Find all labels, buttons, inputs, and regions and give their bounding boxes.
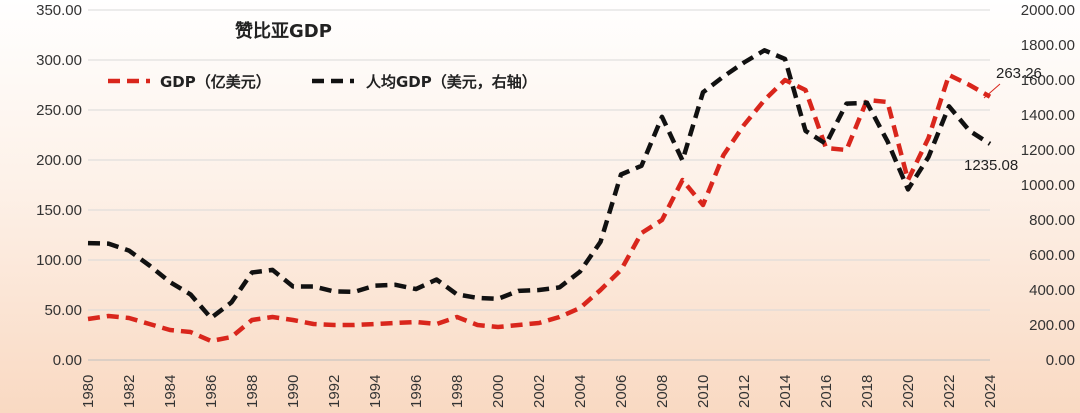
per-capita-end-label: 1235.08 bbox=[964, 157, 1018, 174]
x-tick-label: 1994 bbox=[367, 375, 384, 408]
right-y-tick-label: 200.00 bbox=[1029, 317, 1075, 334]
legend-label-per-capita: 人均GDP（美元，右轴） bbox=[366, 73, 537, 91]
left-y-tick-label: 0.00 bbox=[53, 352, 82, 369]
right-y-tick-label: 800.00 bbox=[1029, 212, 1075, 229]
legend: GDP（亿美元） 人均GDP（美元，右轴） bbox=[108, 73, 537, 91]
gridlines bbox=[88, 9, 990, 361]
x-tick-label: 2024 bbox=[982, 375, 999, 408]
gdp-label-leader bbox=[983, 83, 1001, 99]
left-y-tick-label: 350.00 bbox=[36, 2, 82, 19]
left-y-tick-label: 150.00 bbox=[36, 202, 82, 219]
x-tick-label: 2012 bbox=[736, 375, 753, 408]
x-tick-label: 2018 bbox=[859, 375, 876, 408]
x-tick-label: 2004 bbox=[572, 375, 589, 408]
right-y-tick-label: 1200.00 bbox=[1021, 142, 1075, 159]
x-tick-label: 2010 bbox=[695, 375, 712, 408]
x-tick-label: 1980 bbox=[80, 375, 97, 408]
left-y-axis: 0.00 50.00 100.00 150.00 200.00 250.00 300.00 3… bbox=[36, 2, 82, 369]
x-tick-label: 1998 bbox=[449, 375, 466, 408]
x-tick-label: 2016 bbox=[818, 375, 835, 408]
x-tick-label: 2020 bbox=[900, 375, 917, 408]
x-tick-label: 1992 bbox=[326, 375, 343, 408]
x-tick-label: 1990 bbox=[285, 375, 302, 408]
x-tick-label: 1986 bbox=[203, 375, 220, 408]
right-y-tick-label: 400.00 bbox=[1029, 282, 1075, 299]
right-y-tick-label: 0.00 bbox=[1046, 352, 1075, 369]
legend-label-gdp: GDP（亿美元） bbox=[160, 73, 271, 91]
right-y-tick-label: 1800.00 bbox=[1021, 37, 1075, 54]
gdp-series-line bbox=[87, 72, 992, 344]
right-y-tick-label: 1000.00 bbox=[1021, 177, 1075, 194]
per-capita-series-line bbox=[87, 48, 992, 321]
left-y-tick-label: 100.00 bbox=[36, 252, 82, 269]
x-tick-label: 1996 bbox=[408, 375, 425, 408]
series-lines bbox=[87, 48, 992, 344]
x-tick-label: 2008 bbox=[654, 375, 671, 408]
right-y-axis: 0.00 200.00 400.00 600.00 800.00 1000.00 1200.… bbox=[1021, 2, 1075, 369]
x-tick-label: 2000 bbox=[490, 375, 507, 408]
x-tick-label: 2022 bbox=[941, 375, 958, 408]
right-y-tick-label: 1600.00 bbox=[1021, 72, 1075, 89]
chart-title: 赞比亚GDP bbox=[234, 21, 332, 42]
left-y-tick-label: 250.00 bbox=[36, 102, 82, 119]
data-labels: 263.26 1235.08 bbox=[964, 65, 1042, 174]
x-tick-label: 1982 bbox=[121, 375, 138, 408]
x-axis: 1980 1982 1984 1986 1988 1990 1992 1994 1996 1998… bbox=[80, 359, 999, 408]
right-y-tick-label: 1400.00 bbox=[1021, 107, 1075, 124]
right-y-tick-label: 600.00 bbox=[1029, 247, 1075, 264]
right-y-tick-label: 2000.00 bbox=[1021, 2, 1075, 19]
x-tick-label: 2002 bbox=[531, 375, 548, 408]
x-tick-label: 1988 bbox=[244, 375, 261, 408]
x-tick-label: 1984 bbox=[162, 375, 179, 408]
x-tick-label: 2014 bbox=[777, 375, 794, 408]
left-y-tick-label: 300.00 bbox=[36, 52, 82, 69]
left-y-tick-label: 200.00 bbox=[36, 152, 82, 169]
gdp-end-label: 263.26 bbox=[996, 65, 1042, 82]
x-tick-label: 2006 bbox=[613, 375, 630, 408]
left-y-tick-label: 50.00 bbox=[44, 302, 82, 319]
